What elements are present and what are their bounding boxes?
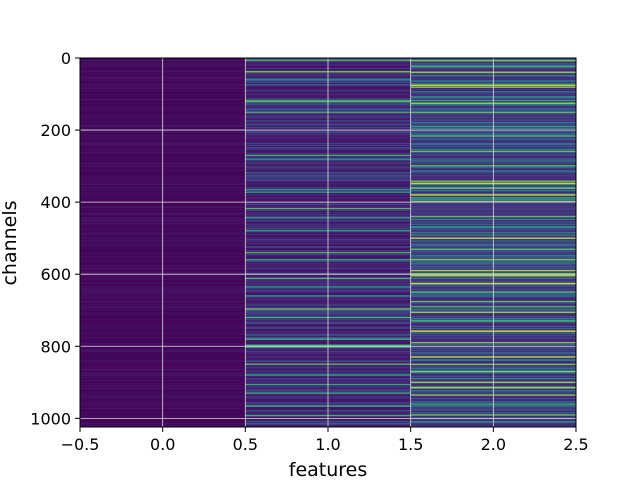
x-tick-label: 0.0: [150, 435, 175, 454]
y-tick-label: 200: [40, 121, 71, 140]
x-tick-label: −0.5: [61, 435, 100, 454]
y-ticks: 0 200 400 600 800 1000: [30, 49, 80, 428]
y-tick-label: 1000: [30, 409, 71, 428]
y-axis-label: channels: [0, 200, 21, 285]
y-tick-label: 800: [40, 337, 71, 356]
y-tick-label: 0: [61, 49, 71, 68]
y-tick-label: 600: [40, 265, 71, 284]
x-tick-label: 2.5: [563, 435, 588, 454]
x-tick-label: 1.5: [398, 435, 423, 454]
x-tick-label: 0.5: [233, 435, 258, 454]
x-ticks: −0.5 0.0 0.5 1.0 1.5 2.0 2.5: [61, 427, 589, 454]
x-axis-label: features: [289, 459, 368, 480]
x-tick-label: 2.0: [481, 435, 506, 454]
x-tick-label: 1.0: [315, 435, 340, 454]
y-tick-label: 400: [40, 193, 71, 212]
